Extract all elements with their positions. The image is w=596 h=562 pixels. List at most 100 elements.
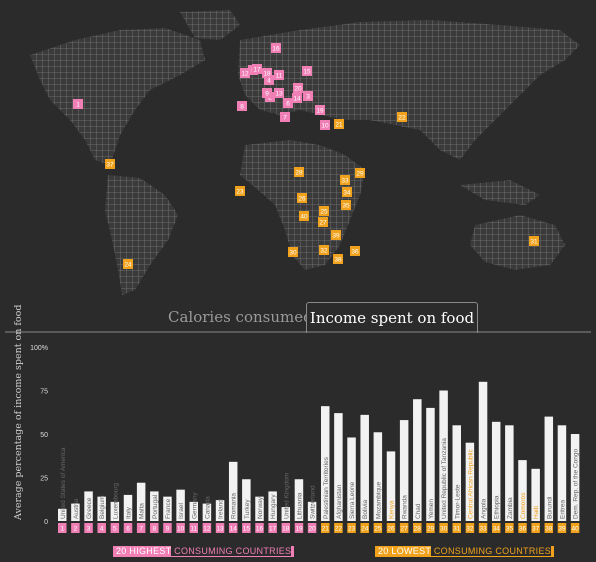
bar-10[interactable] [176,489,185,521]
map-marker-14[interactable]: 14 [292,93,302,103]
bar-18[interactable] [281,507,291,521]
tab-calories-consumed[interactable]: Calories consumed [168,308,313,326]
map-marker-label: 23 [236,189,244,196]
map-marker-3[interactable]: 3 [303,91,313,101]
map-marker-4[interactable]: 4 [264,75,274,85]
map-marker-35[interactable]: 35 [341,200,351,210]
bar-34[interactable] [491,421,501,521]
bar-31[interactable] [452,425,462,521]
bar-7[interactable] [136,482,146,521]
map-marker-15[interactable]: 15 [302,66,312,76]
map-marker-33[interactable]: 33 [340,175,350,185]
map-marker-16[interactable]: 16 [271,43,281,53]
map-marker-19[interactable]: 19 [315,105,325,115]
map-marker-27[interactable]: 27 [318,217,328,227]
bar-2[interactable] [71,503,80,521]
bar-number-box [123,523,133,533]
bar-22[interactable] [334,413,343,521]
map-marker-23[interactable]: 23 [235,186,245,196]
bar-26[interactable] [386,451,396,521]
bar-number-box [557,523,567,533]
bar-39[interactable] [557,425,567,521]
map-marker-9[interactable]: 9 [262,88,272,98]
bar-40[interactable] [570,434,580,521]
bar-29[interactable] [426,407,435,521]
map-marker-28[interactable]: 28 [294,167,304,177]
bar-3[interactable] [84,491,93,521]
bar-13[interactable] [215,500,225,521]
map-marker-8[interactable]: 8 [237,101,247,111]
map-marker-22[interactable]: 22 [397,112,407,122]
bar-5[interactable] [110,501,120,521]
bar-6[interactable] [123,494,133,521]
bar-16[interactable] [255,496,264,521]
map-marker-7[interactable]: 7 [280,112,290,122]
bar-number: 9 [166,526,170,533]
map-marker-box [529,236,539,246]
bar-12[interactable] [202,503,212,521]
bar-number-box [321,523,330,533]
map-marker-34[interactable]: 34 [342,187,352,197]
bar-9[interactable] [163,496,172,521]
bar-30[interactable] [439,390,448,522]
map-marker-11[interactable]: 11 [274,70,284,80]
map-marker-40[interactable]: 40 [299,211,309,221]
bar-33[interactable] [478,381,488,521]
map-marker-37[interactable]: 37 [105,159,115,169]
tab-income-spent-on-food[interactable]: Income spent on food [306,302,478,333]
map-marker-20[interactable]: 20 [293,83,303,93]
map-marker-31[interactable]: 31 [529,236,539,246]
bar-35[interactable] [505,425,514,521]
map-marker-12[interactable]: 12 [240,68,250,78]
map-marker-10[interactable]: 10 [320,120,330,130]
bar-25[interactable] [373,432,383,521]
map-marker-1[interactable]: 1 [73,99,83,109]
map-marker-38[interactable]: 38 [333,254,343,264]
map-marker-32[interactable]: 32 [319,245,329,255]
map-marker-26[interactable]: 26 [297,193,307,203]
map-marker-36[interactable]: 36 [350,246,360,256]
bar-11[interactable] [189,501,199,521]
map-marker-39[interactable]: 39 [331,230,341,240]
map-marker-18[interactable]: 18 [262,68,272,78]
bar-number: 40 [571,526,579,533]
map-marker-30[interactable]: 30 [288,247,298,257]
bar-number: 10 [177,526,185,533]
bar-4[interactable] [97,496,106,521]
map-marker-box [240,68,250,78]
bar-number: 18 [282,526,290,533]
bar-23[interactable] [347,437,356,521]
map-marker-29[interactable]: 29 [355,168,365,178]
map-marker-17[interactable]: 17 [252,64,262,74]
bar-38[interactable] [544,416,554,521]
map-marker-label: 36 [351,249,359,256]
map-marker-label: 39 [332,233,340,240]
bar-1[interactable] [58,508,67,521]
bar-14[interactable] [228,461,238,521]
bar-37[interactable] [531,468,540,521]
bar-country-label: Dem. Rep. of the Congo [573,449,580,519]
map-marker-box [333,254,343,264]
map-marker-21[interactable]: 21 [334,119,344,129]
bar-21[interactable] [321,406,330,521]
map-marker-label: 25 [320,209,328,216]
bar-19[interactable] [294,479,304,521]
map-marker-13[interactable]: 13 [274,88,284,98]
bar-country-label: Comoros [520,492,527,519]
bar-36[interactable] [518,460,527,521]
bar-32[interactable] [465,442,475,521]
bar-country-label: Zambia [507,497,514,519]
bar-20[interactable] [307,501,317,521]
map-marker-24[interactable]: 24 [123,259,133,269]
map-marker-6[interactable]: 6 [283,98,293,108]
map-marker-label: 35 [342,203,350,210]
bar-27[interactable] [399,420,409,521]
bar-17[interactable] [268,491,277,521]
bar-24[interactable] [360,414,369,521]
map-marker-25[interactable]: 25 [319,206,329,216]
bar-number: 5 [113,526,117,533]
bar-15[interactable] [242,479,251,521]
bar-28[interactable] [413,399,422,521]
bar-8[interactable] [150,491,159,521]
